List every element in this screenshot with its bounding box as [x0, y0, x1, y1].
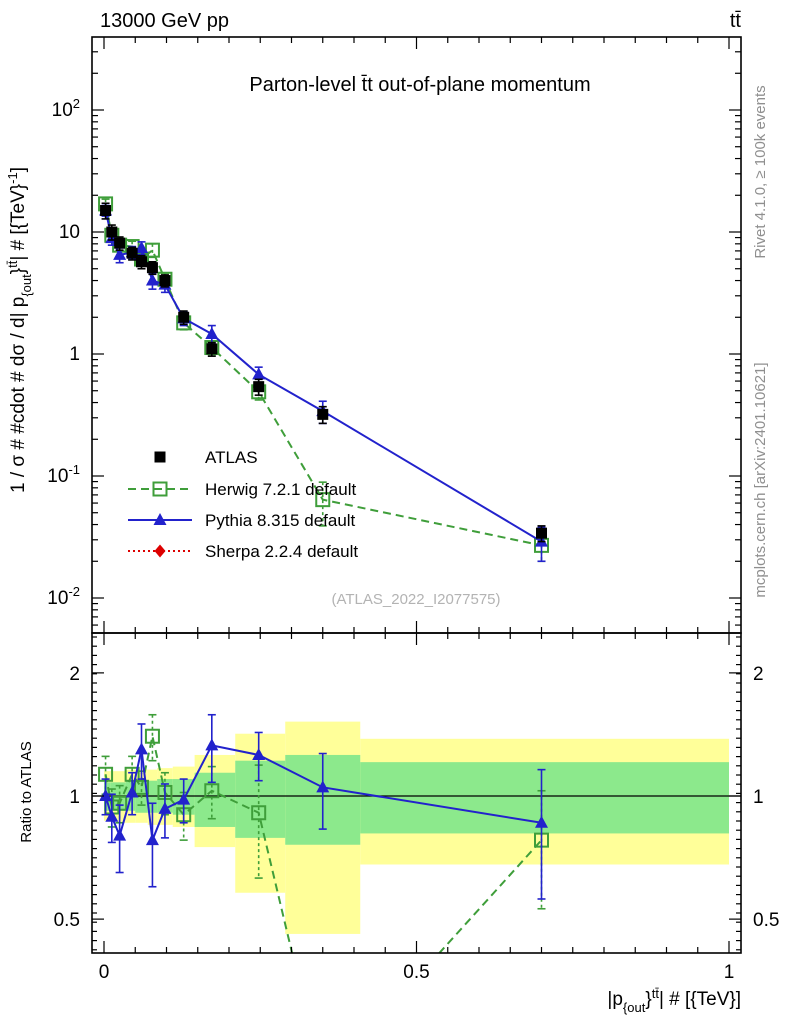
- atlas-point: [536, 527, 547, 539]
- ratio-series-pythia: [99, 713, 548, 900]
- ratio-y-axis-label: Ratio to ATLAS: [18, 741, 35, 842]
- herwig-legend-label: Herwig 7.2.1 default: [205, 480, 356, 499]
- x-tick-label: 0: [99, 962, 110, 983]
- x-tick-label: 0.5: [403, 962, 429, 983]
- pythia-legend-marker: [153, 513, 167, 525]
- ratio-series: [98, 713, 549, 953]
- pythia-ratio-point: [113, 828, 127, 841]
- legend-item-herwig: Herwig 7.2.1 default: [128, 480, 356, 499]
- atlas-legend-label: ATLAS: [205, 448, 258, 467]
- atlas-point: [159, 275, 171, 287]
- legend-item-atlas: ATLAS: [154, 448, 258, 467]
- atlas-point: [114, 237, 126, 249]
- pythia-ratio-point: [205, 738, 219, 751]
- herwig-ratio-point: [251, 805, 267, 821]
- atlas-point: [146, 262, 158, 274]
- herwig-ratio-point: [134, 779, 149, 795]
- ratio-band-green: [235, 760, 286, 838]
- sherpa-legend-label: Sherpa 2.2.4 default: [205, 542, 358, 561]
- x-tick-label: 1: [724, 962, 735, 983]
- header-left: 13000 GeV pp: [100, 10, 229, 32]
- pythia-ratio-point: [158, 801, 172, 814]
- main-y-tick-label: 102: [52, 96, 80, 121]
- herwig-ratio-point: [144, 728, 160, 744]
- pythia-legend-label: Pythia 8.315 default: [205, 511, 356, 530]
- ratio-y-tick-label: 2: [753, 664, 764, 685]
- pythia-point: [145, 273, 159, 286]
- pythia-ratio-point: [145, 833, 159, 846]
- herwig-legend-marker: [152, 481, 168, 497]
- herwig-point: [315, 492, 331, 508]
- pythia-point: [252, 367, 266, 380]
- pythia-ratio-point: [252, 747, 266, 760]
- atlas-point: [136, 256, 147, 268]
- x-axis-label: |p{out}tt̄| # [{TeV}]: [607, 986, 741, 1015]
- ratio-y-tick-label: 1: [69, 787, 80, 808]
- main-series: [98, 196, 549, 563]
- legend: ATLAS Herwig 7.2.1 default Pythia 8.315 de…: [128, 448, 358, 561]
- main-series-herwig: [98, 196, 549, 563]
- plot-title: Parton-level t̄t out-of-plane momentum: [249, 74, 590, 96]
- axis-titles: |p{out}tt̄| # [{TeV}] 1 / σ # #cdot # dσ …: [5, 167, 741, 1015]
- main-y-tick-label: 10: [59, 222, 80, 243]
- atlas-point: [126, 247, 138, 259]
- pythia-point: [135, 240, 148, 253]
- pythia-ratio-point: [135, 742, 148, 755]
- pythia-point: [113, 247, 127, 260]
- atlas-point: [317, 408, 329, 420]
- pythia-ratio-point: [105, 809, 119, 822]
- axis-ticks: [92, 37, 741, 953]
- ratio-uncertainty-bands: [92, 721, 741, 934]
- pythia-ratio-point: [99, 789, 113, 801]
- pythia-ratio-point: [535, 815, 548, 828]
- pythia-point: [205, 326, 219, 339]
- ratio-y-tick-label: 0.5: [54, 910, 80, 931]
- atlas-point: [100, 205, 112, 217]
- pythia-ratio-point: [316, 780, 330, 793]
- pythia-ratio-point: [125, 785, 139, 798]
- ratio-y-tick-label: 2: [69, 664, 80, 685]
- herwig-ratio-point: [204, 783, 220, 799]
- atlas-point: [106, 226, 118, 238]
- axis-tick-labels: 102 10 1 10-1 10-2 2 2 1 1 0.5 0.5 0 0.5 1: [47, 96, 779, 983]
- ratio-y-tick-label: 0.5: [753, 910, 779, 931]
- sherpa-legend-marker: [154, 544, 166, 558]
- atlas-point: [206, 343, 218, 355]
- main-y-axis-label: 1 / σ # #cdot # dσ / d| p{out}tt̄| # [{T…: [5, 167, 34, 493]
- side-note-rivet: Rivet 4.1.0, ≥ 100k events: [752, 85, 769, 258]
- watermark: (ATLAS_2022_I2077575): [331, 591, 500, 608]
- legend-item-sherpa: Sherpa 2.2.4 default: [128, 542, 358, 561]
- atlas-legend-marker: [154, 451, 166, 463]
- main-y-tick-label: 1: [69, 344, 80, 365]
- ratio-band-green: [147, 780, 158, 813]
- side-note-mcplots: mcplots.cern.ch [arXiv:2401.10621]: [752, 362, 769, 597]
- atlas-point: [178, 311, 190, 323]
- pythia-ratio-point: [177, 792, 191, 805]
- atlas-point: [253, 381, 265, 393]
- main-y-tick-label: 10-2: [47, 584, 80, 609]
- ratio-band-green: [360, 762, 729, 834]
- header-right: tt̄: [730, 10, 742, 32]
- legend-item-pythia: Pythia 8.315 default: [128, 511, 356, 530]
- main-panel-frame: [91, 36, 742, 634]
- main-y-tick-label: 10-1: [47, 462, 80, 487]
- ratio-y-tick-label: 1: [753, 787, 764, 808]
- main-series-atlas: [100, 202, 547, 543]
